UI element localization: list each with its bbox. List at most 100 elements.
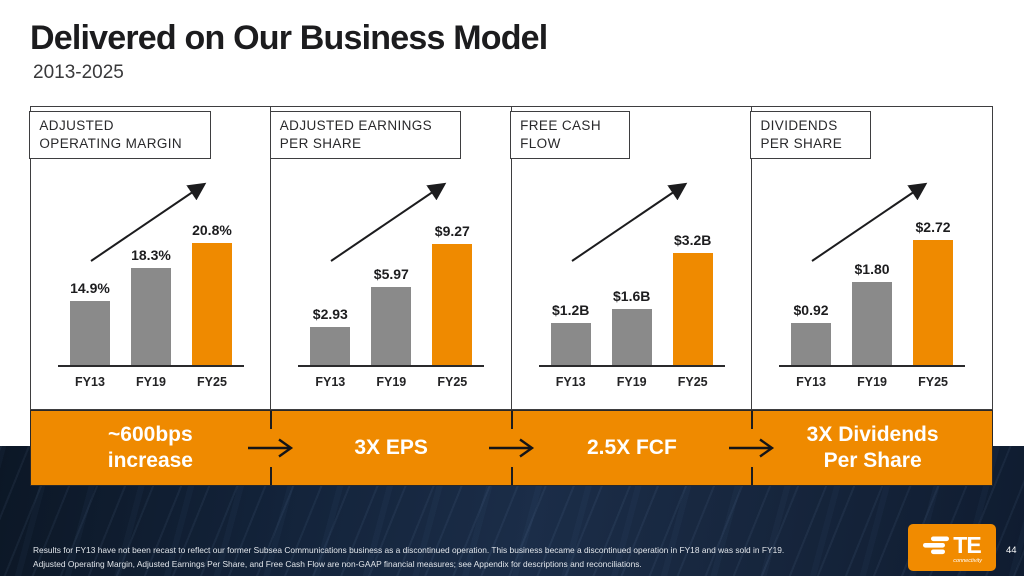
bar-category-label: FY13 [555, 375, 586, 389]
te-logo-row: TE [923, 531, 982, 558]
panel-adjusted-earnings-per-share: ADJUSTED EARNINGS PER SHARE $2.93 $5.97 $9.2… [269, 106, 513, 410]
bar-value-label: $2.72 [915, 219, 951, 235]
page-number: 44 [1006, 545, 1017, 556]
bar-category-label: FY25 [918, 375, 948, 389]
bar-category-label: FY25 [677, 375, 708, 389]
x-axis-baseline [779, 365, 966, 367]
banner-right-arrow-icon [242, 429, 301, 467]
panel-free-cash-flow: FREE CASH FLOW $1.2B $1.6B $3.2B FY13 FY19 FY25 [510, 106, 753, 410]
panel-title-box: FREE CASH FLOW [510, 111, 630, 160]
bar-group-fy25: $3.2B [672, 232, 713, 365]
te-connectivity-logo: TE connectivity [908, 524, 996, 571]
bar-group-fy19: $1.80 [852, 261, 893, 365]
bar [69, 301, 110, 365]
bar-value-label: $0.92 [793, 302, 829, 318]
bar-value-label: $1.6B [613, 288, 651, 304]
bar [913, 240, 954, 365]
bar [550, 323, 591, 365]
bar-group-fy25: $2.72 [913, 219, 954, 365]
bar [791, 323, 832, 365]
summary-banner: ~600bps increase 3X EPS 2.5X FCF 3X Dividend… [30, 410, 993, 486]
banner-text-line: ~600bps [108, 423, 193, 447]
category-labels: FY13 FY19 FY25 [271, 375, 511, 389]
te-logo-text: TE [953, 531, 981, 558]
te-logo-tagline: connectivity [953, 557, 982, 564]
banner-right-arrow-icon [482, 429, 541, 467]
bar-group-fy13: $1.2B [550, 302, 591, 365]
footnote-line-2: Adjusted Operating Margin, Adjusted Earn… [33, 558, 642, 569]
trend-up-arrow-icon [330, 182, 447, 262]
panel-title-line: DIVIDENDS [760, 118, 838, 133]
x-axis-baseline [538, 365, 725, 367]
bar-chart: $0.92 $1.80 $2.72 [752, 107, 992, 365]
bar-chart: $1.2B $1.6B $3.2B [512, 107, 752, 365]
panel-title-line: PER SHARE [279, 135, 362, 151]
page-title: Delivered on Our Business Model [30, 19, 548, 57]
bar-value-label: 20.8% [192, 222, 232, 238]
bar-category-label: FY13 [315, 375, 346, 389]
bar-value-label: $9.27 [434, 223, 470, 239]
bar-category-label: FY19 [857, 375, 887, 389]
bar-category-label: FY19 [376, 375, 407, 389]
trend-up-arrow-icon [90, 182, 207, 262]
panel-title-line: FLOW [520, 135, 561, 151]
banner-cell-1: ~600bps increase [31, 411, 270, 485]
metric-panels: ADJUSTED OPERATING MARGIN 14.9% 18.3% 20.8% F… [29, 106, 994, 410]
bar-group-fy13: 14.9% [69, 280, 110, 365]
banner-cell-4: 3X Dividends Per Share [751, 411, 992, 485]
banner-right-arrow-icon [722, 429, 781, 467]
panel-title-line: OPERATING MARGIN [39, 135, 183, 151]
banner-cell-3: 2.5X FCF [510, 411, 752, 485]
bar-group-fy13: $0.92 [791, 302, 832, 365]
panel-dividends-per-share: DIVIDENDS PER SHARE $0.92 $1.80 $2.72 FY13 FY1… [750, 106, 994, 410]
bar-category-label: FY25 [437, 375, 468, 389]
footnote-line-1: Results for FY13 have not been recast to… [33, 545, 785, 555]
bar [130, 268, 171, 365]
bar-chart: $2.93 $5.97 $9.27 [271, 107, 511, 365]
banner-text-line: 2.5X FCF [586, 436, 677, 460]
banner-text-line: increase [107, 449, 193, 472]
panel-title-box: DIVIDENDS PER SHARE [750, 111, 872, 160]
bar-group-fy19: $5.97 [371, 266, 412, 365]
panel-title-box: ADJUSTED EARNINGS PER SHARE [269, 111, 462, 160]
bar [672, 253, 713, 365]
bar-chart: 14.9% 18.3% 20.8% [31, 107, 271, 365]
bar-group-fy13: $2.93 [310, 306, 351, 365]
panel-adjusted-operating-margin: ADJUSTED OPERATING MARGIN 14.9% 18.3% 20.8% F… [29, 106, 272, 410]
bar-value-label: $1.80 [854, 261, 890, 277]
bar [191, 243, 232, 365]
panel-title-line: ADJUSTED EARNINGS [279, 118, 433, 133]
bar-category-label: FY13 [75, 375, 105, 389]
category-labels: FY13 FY19 FY25 [752, 375, 992, 389]
banner-text-line: 3X EPS [354, 436, 428, 460]
page-subtitle: 2013-2025 [33, 62, 124, 83]
bar-group-fy25: $9.27 [432, 223, 473, 365]
banner-text-line: 3X Dividends [806, 423, 939, 447]
bar-group-fy19: $1.6B [611, 288, 652, 365]
bar-value-label: $2.93 [312, 306, 348, 322]
category-labels: FY13 FY19 FY25 [512, 375, 752, 389]
bar [611, 309, 652, 365]
bar-category-label: FY25 [197, 375, 227, 389]
bar [432, 244, 473, 365]
panel-title-line: ADJUSTED [39, 118, 114, 133]
bar-value-label: $3.2B [674, 232, 712, 248]
panel-title-line: FREE CASH [520, 118, 601, 133]
bar-group-fy25: 20.8% [191, 222, 232, 365]
bar [371, 287, 412, 365]
x-axis-baseline [298, 365, 485, 367]
bar-value-label: $5.97 [373, 266, 409, 282]
x-axis-baseline [58, 365, 244, 367]
trend-up-arrow-icon [811, 182, 928, 262]
te-logo-bars-icon [923, 536, 950, 554]
bar-value-label: 18.3% [131, 247, 171, 263]
panel-title-line: PER SHARE [760, 135, 843, 151]
banner-text-line: Per Share [823, 449, 922, 472]
bar-value-label: $1.2B [552, 302, 590, 318]
category-labels: FY13 FY19 FY25 [31, 375, 271, 389]
bar-value-label: 14.9% [70, 280, 110, 296]
banner-cell-2: 3X EPS [269, 411, 511, 485]
bar-category-label: FY13 [796, 375, 826, 389]
panel-title-box: ADJUSTED OPERATING MARGIN [29, 111, 212, 160]
bar-category-label: FY19 [136, 375, 166, 389]
